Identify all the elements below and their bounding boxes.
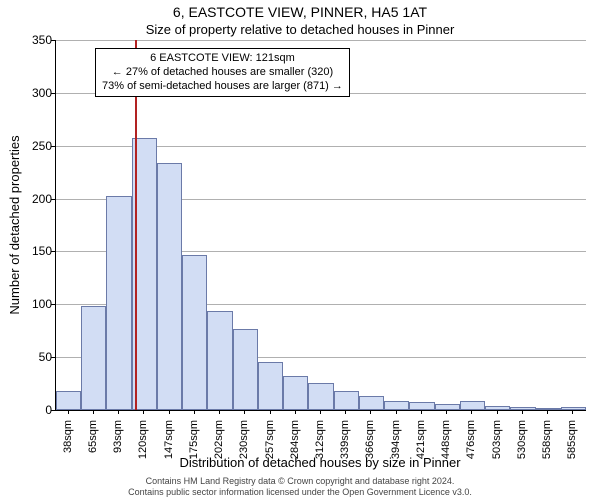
x-tick-mark [396, 410, 397, 414]
x-tick-mark [370, 410, 371, 414]
x-tick-mark [118, 410, 119, 414]
bar [308, 383, 333, 410]
y-tick-label: 200 [12, 192, 52, 206]
x-tick-mark [497, 410, 498, 414]
x-tick-mark [547, 410, 548, 414]
callout-box: 6 EASTCOTE VIEW: 121sqm← 27% of detached… [95, 48, 350, 97]
x-tick-mark [169, 410, 170, 414]
x-tick-mark [421, 410, 422, 414]
y-tick-label: 250 [12, 139, 52, 153]
y-axis-label: Number of detached properties [7, 135, 22, 314]
bar [510, 407, 535, 410]
x-tick-mark [345, 410, 346, 414]
bar [384, 401, 409, 411]
bar [460, 401, 485, 411]
bar [157, 163, 182, 410]
chart-subtitle: Size of property relative to detached ho… [0, 22, 600, 37]
x-tick-mark [572, 410, 573, 414]
x-tick-mark [194, 410, 195, 414]
bar [182, 255, 207, 410]
y-tick-label: 0 [12, 403, 52, 417]
x-tick-mark [295, 410, 296, 414]
y-tick-label: 50 [12, 350, 52, 364]
y-tick-mark [51, 40, 55, 41]
callout-line: 73% of semi-detached houses are larger (… [102, 80, 343, 94]
y-tick-mark [51, 304, 55, 305]
x-axis-label: Distribution of detached houses by size … [55, 455, 585, 470]
attribution-line: Contains public sector information licen… [0, 487, 600, 498]
callout-line: 6 EASTCOTE VIEW: 121sqm [102, 52, 343, 66]
attribution-line: Contains HM Land Registry data © Crown c… [0, 476, 600, 487]
y-tick-mark [51, 410, 55, 411]
y-tick-mark [51, 93, 55, 94]
callout-line: ← 27% of detached houses are smaller (32… [102, 66, 343, 80]
bar [207, 311, 232, 410]
y-tick-mark [51, 251, 55, 252]
bar [56, 391, 81, 410]
bar [485, 406, 510, 410]
chart-page: 6, EASTCOTE VIEW, PINNER, HA5 1AT Size o… [0, 0, 600, 500]
x-tick-mark [320, 410, 321, 414]
x-tick-mark [93, 410, 94, 414]
bar [283, 376, 308, 410]
x-tick-mark [68, 410, 69, 414]
bar [106, 196, 131, 410]
y-tick-label: 150 [12, 244, 52, 258]
x-tick-mark [446, 410, 447, 414]
y-tick-mark [51, 199, 55, 200]
x-tick-mark [522, 410, 523, 414]
y-tick-label: 350 [12, 33, 52, 47]
x-tick-mark [270, 410, 271, 414]
x-tick-mark [143, 410, 144, 414]
bar [258, 362, 283, 410]
bar [81, 306, 106, 410]
x-tick-mark [471, 410, 472, 414]
bar [334, 391, 359, 410]
y-tick-label: 100 [12, 297, 52, 311]
x-tick-mark [219, 410, 220, 414]
y-tick-mark [51, 146, 55, 147]
x-tick-mark [244, 410, 245, 414]
chart-title: 6, EASTCOTE VIEW, PINNER, HA5 1AT [0, 4, 600, 20]
bar [359, 396, 384, 410]
y-tick-mark [51, 357, 55, 358]
bar [233, 329, 258, 410]
attribution: Contains HM Land Registry data © Crown c… [0, 476, 600, 498]
bar [409, 402, 434, 410]
y-tick-label: 300 [12, 86, 52, 100]
